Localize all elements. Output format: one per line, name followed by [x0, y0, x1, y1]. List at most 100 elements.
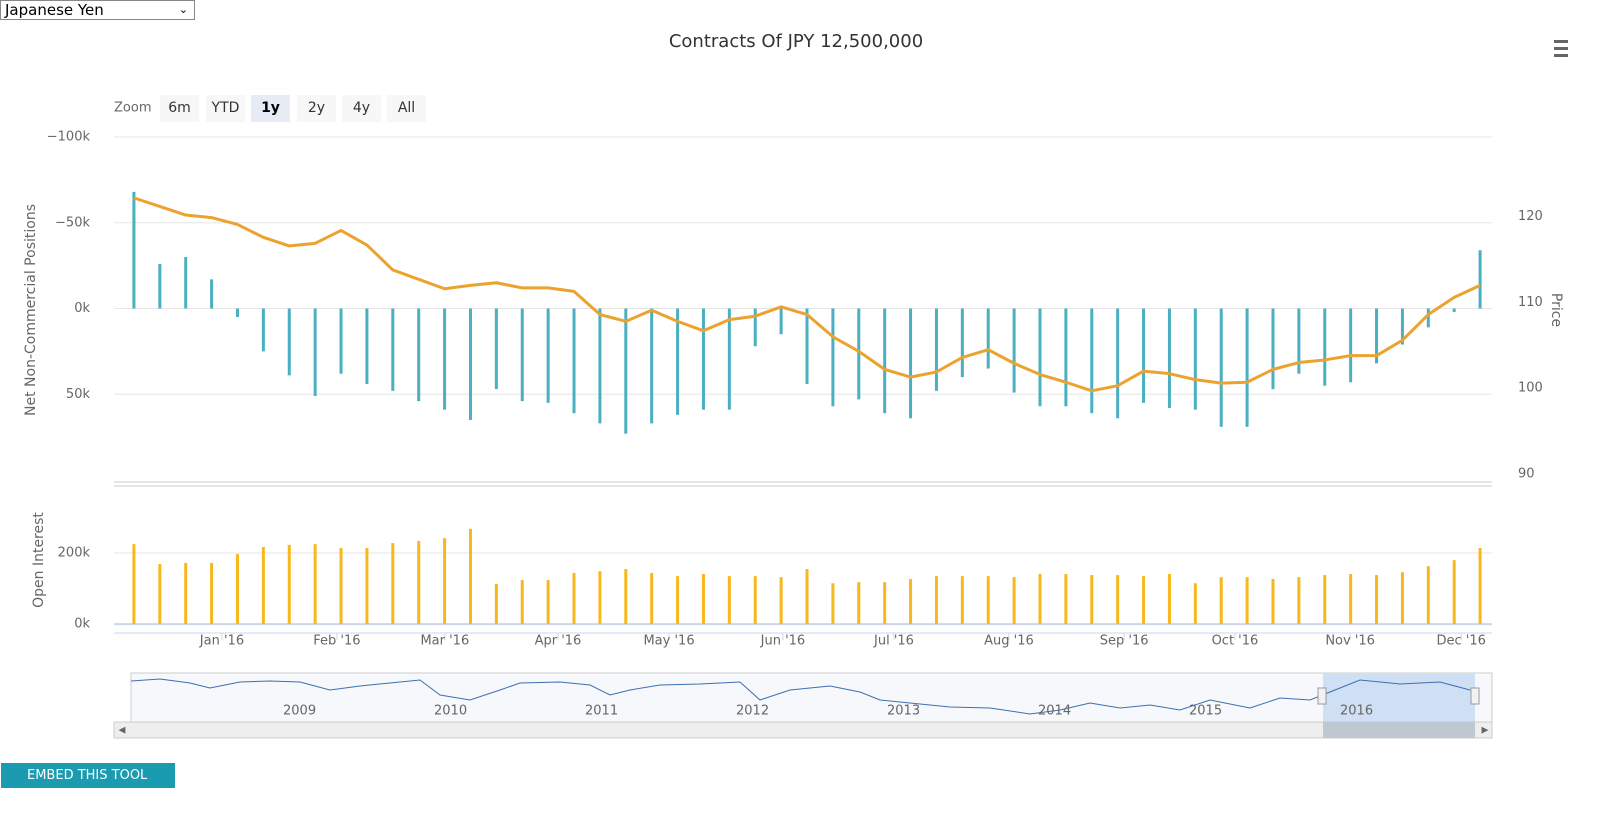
bar [779, 308, 783, 335]
bar [1400, 308, 1404, 345]
navigator-label: 2015 [1189, 704, 1222, 719]
scroll-left[interactable]: ◀ [119, 726, 126, 736]
navigator-bg [130, 672, 1493, 723]
embed-button[interactable]: EMBED THIS TOOL [1, 763, 175, 788]
bar [261, 546, 265, 625]
x-tick-label: Oct '16 [1212, 634, 1259, 649]
bar [210, 562, 214, 625]
zoom-button-label: All [398, 100, 415, 116]
bar [287, 308, 291, 376]
navigator-labels: 2009 2010 2011 2012 2013 2014 2015 2016 [283, 704, 1373, 719]
zoom-button[interactable] [160, 95, 199, 122]
zoom-button-label: 6m [168, 100, 191, 116]
x-tick-label: Jun '16 [760, 634, 806, 649]
navigator-handle[interactable] [1317, 687, 1327, 705]
bar [624, 569, 628, 625]
bar [1426, 566, 1430, 625]
bar [1426, 308, 1430, 328]
scrollbar-track[interactable] [113, 721, 1493, 739]
bar [1400, 572, 1404, 625]
bar [650, 572, 654, 625]
bar [779, 577, 783, 625]
navigator-handle[interactable] [1470, 687, 1480, 705]
zoom-button-label: YTD [211, 100, 240, 116]
scrollbar-thumb[interactable] [1323, 722, 1475, 738]
bar [365, 308, 369, 384]
bar [1116, 308, 1120, 419]
zoom-button-label: 4y [353, 100, 370, 116]
bar [572, 308, 576, 414]
bar [727, 576, 731, 625]
bar [934, 576, 938, 625]
bar [1349, 308, 1353, 383]
bar [235, 554, 239, 625]
bar [1090, 575, 1094, 625]
bar [1297, 308, 1301, 374]
bar [960, 576, 964, 625]
bar [287, 544, 291, 625]
bar [1478, 548, 1482, 625]
bar [184, 562, 188, 625]
zoom-button[interactable] [251, 95, 290, 122]
bar [1375, 575, 1379, 625]
y2-tick-label: 100 [1518, 381, 1543, 396]
zoom-button-label: 1y [261, 100, 280, 116]
bar [313, 544, 317, 625]
bar [857, 308, 861, 400]
bar [1193, 308, 1197, 410]
bar [960, 308, 964, 378]
navigator-selection[interactable] [1323, 673, 1475, 722]
zoom-button[interactable] [297, 95, 336, 122]
bar [753, 308, 757, 347]
bar [598, 308, 602, 424]
bar [417, 308, 421, 402]
bar [1323, 575, 1327, 625]
dropdown-arrow: ⌄ [178, 3, 188, 16]
y2-axis-title: Price [1548, 293, 1564, 327]
y-tick-label: −100k [47, 130, 91, 145]
bar [831, 308, 835, 407]
bar [1064, 574, 1068, 625]
currency-dropdown[interactable]: Japanese Yen ⌄ [0, 0, 195, 20]
menu-icon[interactable] [1554, 40, 1568, 57]
y-axis-title: Net Non-Commercial Positions [23, 204, 39, 416]
bar [831, 583, 835, 625]
zoom-button[interactable] [342, 95, 381, 122]
bar [1297, 577, 1301, 625]
bar [805, 308, 809, 384]
bar [1349, 574, 1353, 625]
bar [520, 308, 524, 402]
bar [572, 572, 576, 625]
bar [1375, 308, 1379, 364]
bar [494, 583, 498, 625]
bar [1271, 308, 1275, 390]
bar [520, 580, 524, 625]
zoom-buttons: Zoom 6m YTD 1y 2y 4y All [114, 95, 426, 122]
price-line [133, 196, 1481, 393]
x-tick-label: May '16 [643, 634, 694, 649]
navigator-label: 2012 [736, 704, 769, 719]
bar [1323, 308, 1327, 386]
bar [986, 308, 990, 369]
bar [494, 308, 498, 390]
bar [261, 308, 265, 352]
bar [1012, 308, 1016, 393]
bar [468, 308, 472, 420]
x-tick-label: Jul '16 [873, 634, 914, 649]
bar [909, 308, 913, 419]
y2-tick-label: 90 [1518, 466, 1535, 481]
y-tick-label: 0k [74, 301, 90, 316]
bar [158, 564, 162, 625]
x-tick-label: Feb '16 [313, 634, 360, 649]
bar [909, 578, 913, 625]
scroll-right[interactable]: ▶ [1482, 726, 1489, 736]
zoom-button[interactable] [387, 95, 426, 122]
bar [753, 576, 757, 625]
zoom-button[interactable] [206, 95, 245, 122]
bar [1219, 308, 1223, 427]
y2-tick-label: 110 [1518, 295, 1543, 310]
bar [443, 538, 447, 625]
bar [132, 544, 136, 625]
bar [1116, 575, 1120, 625]
